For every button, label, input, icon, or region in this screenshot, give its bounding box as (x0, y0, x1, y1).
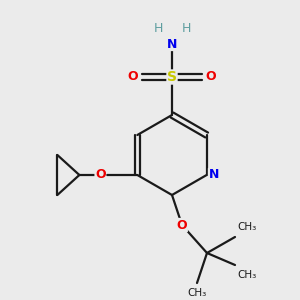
Text: S: S (167, 70, 177, 84)
Text: CH₃: CH₃ (237, 270, 256, 280)
Text: CH₃: CH₃ (237, 222, 256, 232)
Text: O: O (206, 70, 216, 83)
Text: O: O (128, 70, 138, 83)
Text: CH₃: CH₃ (188, 288, 207, 298)
Text: H: H (181, 22, 191, 34)
Text: N: N (167, 38, 177, 50)
Text: H: H (153, 22, 163, 34)
Text: N: N (208, 169, 219, 182)
Text: O: O (177, 218, 187, 232)
Text: O: O (95, 169, 106, 182)
